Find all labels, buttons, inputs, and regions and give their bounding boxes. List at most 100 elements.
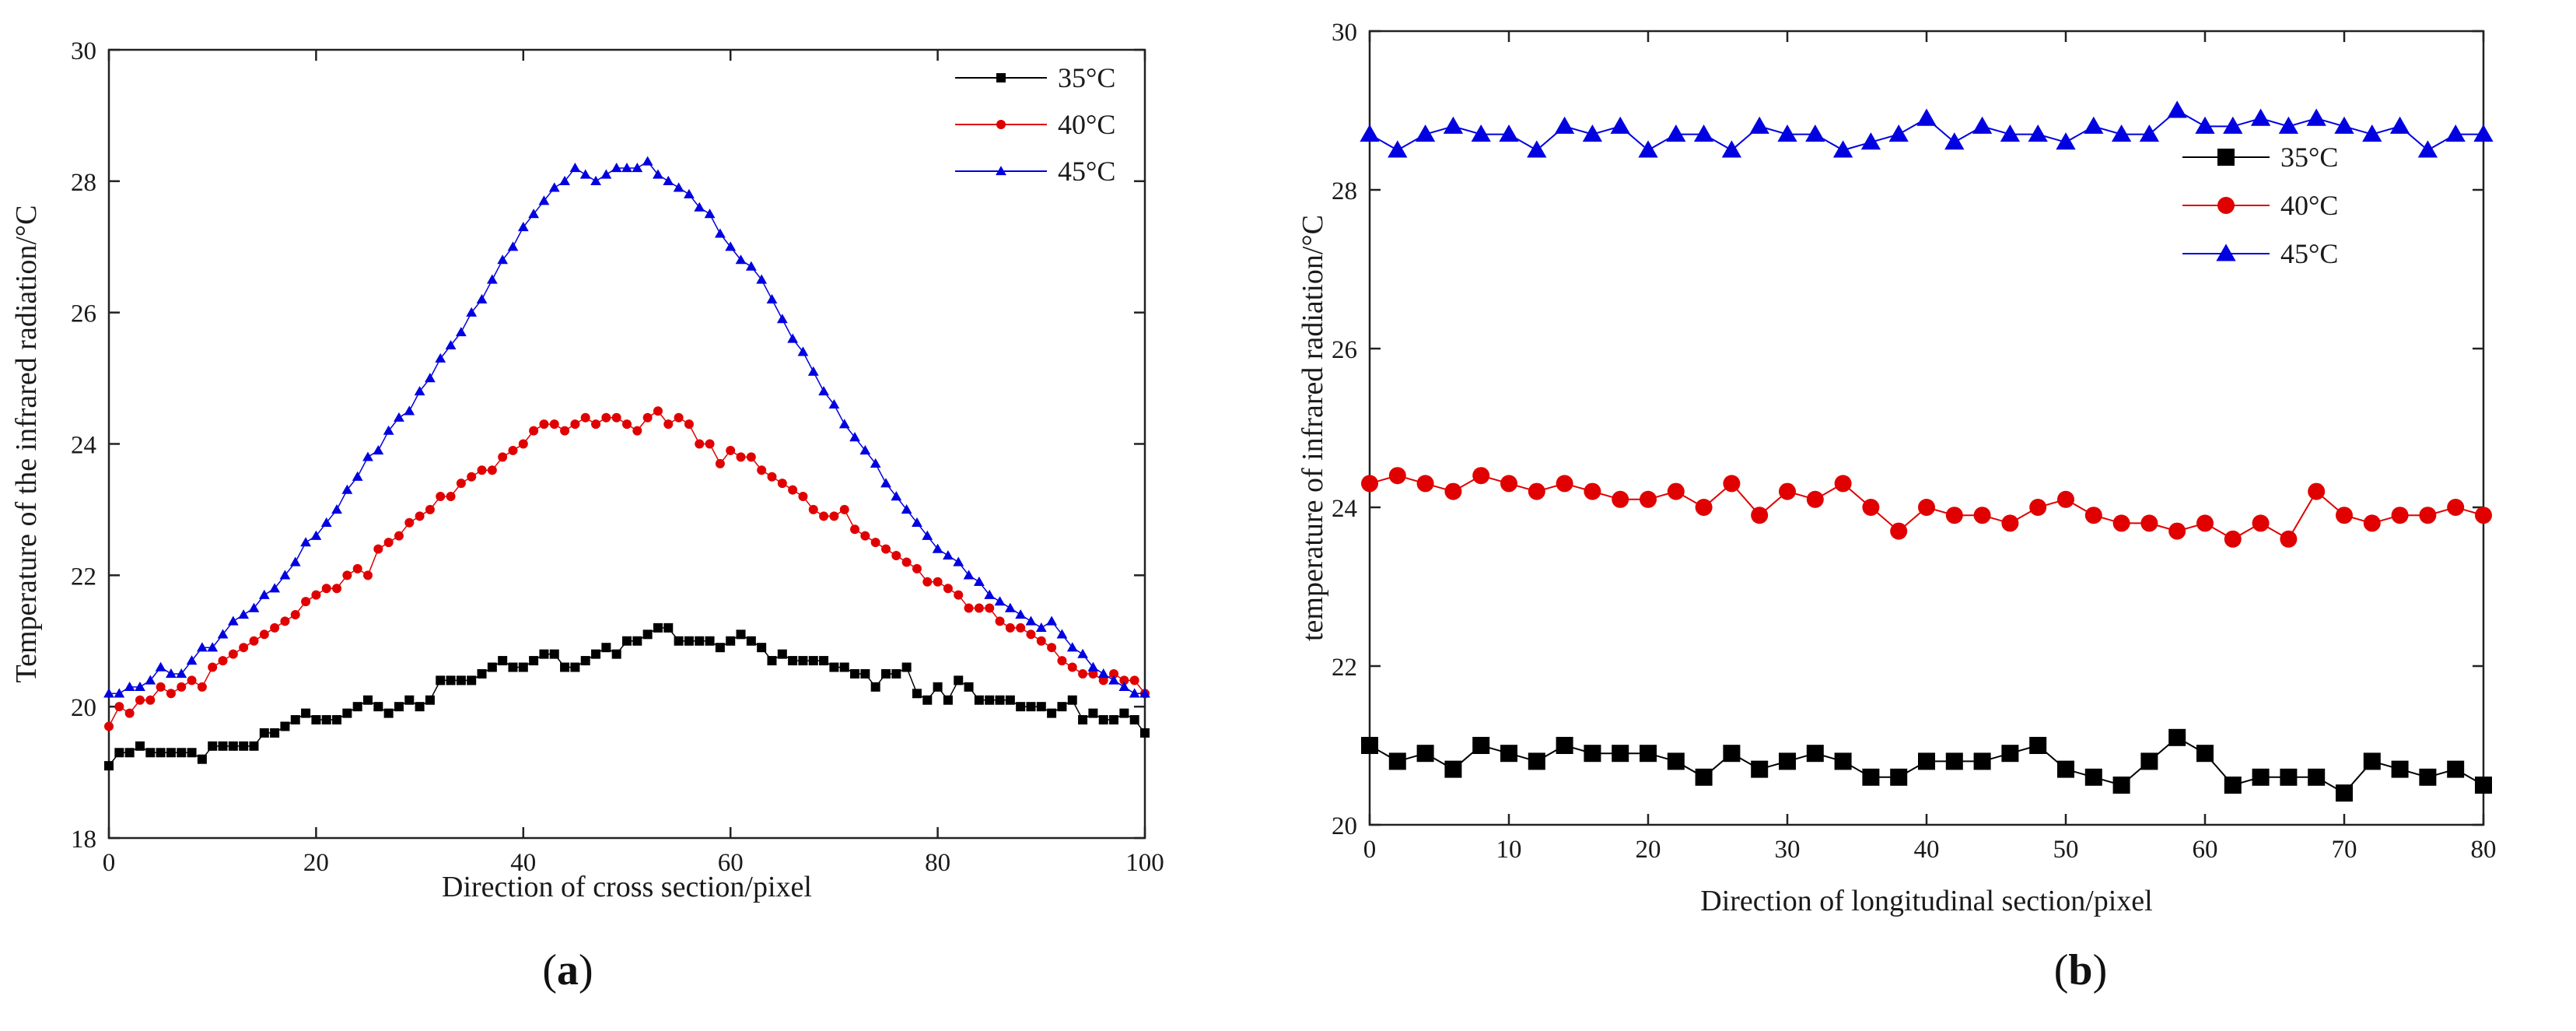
chart-a-series-1-point-10 [208, 662, 218, 672]
chart-a-series-1-point-23 [342, 570, 352, 580]
chart-b-series-1-point-38 [2419, 507, 2437, 524]
chart-a-series-2-point-14 [248, 602, 260, 612]
chart-a-series-1-point-12 [228, 649, 238, 659]
chart-a-series-2-point-27 [383, 425, 394, 435]
chart-b-series-0-point-34 [2308, 768, 2326, 786]
chart-a-series-0-point-23 [342, 708, 352, 718]
chart-a-series-2-point-6 [166, 668, 177, 679]
chart-a-series-2-point-31 [425, 373, 436, 383]
chart-a-series-0-point-60 [726, 636, 736, 646]
chart-b-xtick-label-5: 50 [2053, 836, 2079, 864]
chart-b-series-1-point-25 [2057, 490, 2074, 508]
chart-a-series-2-point-85 [984, 589, 996, 599]
chart-b-series-0-point-32 [2252, 768, 2270, 786]
chart-a-series-2-point-90 [1035, 622, 1047, 633]
chart-a-series-0-point-8 [187, 748, 197, 758]
chart-a-xtick-label-4: 80 [925, 849, 950, 877]
chart-b-series-0-point-36 [2363, 752, 2381, 770]
chart-a-series-1-point-95 [1088, 668, 1098, 679]
chart-a-xtick-label-0: 0 [103, 849, 116, 877]
chart-b-series-0-point-29 [2168, 728, 2186, 746]
chart-a-series-0-point-88 [1016, 702, 1026, 712]
chart-b-series-1-point-36 [2363, 514, 2381, 532]
chart-a-series-1-point-52 [642, 412, 653, 423]
chart-a-ytick-label-6: 30 [71, 37, 96, 65]
chart-a-series-1-point-58 [705, 439, 715, 449]
chart-b-series-0-point-10 [1640, 745, 1657, 763]
chart-a-series-2-point-81 [943, 550, 954, 560]
chart-a-series-2-point-74 [870, 458, 881, 468]
chart-a-series-0-point-5 [156, 748, 166, 758]
chart-a-series-2-point-48 [600, 169, 612, 179]
chart-a-series-1-point-93 [1067, 662, 1077, 672]
chart-a-series-0-point-47 [591, 649, 601, 659]
chart-a-series-2-point-24 [352, 471, 363, 481]
chart-b-series-2-point-40 [2473, 124, 2494, 142]
chart-a-series-0-point-52 [642, 629, 653, 640]
chart-b-series-1-point-33 [2280, 530, 2298, 548]
chart-a-series-0-point-50 [622, 636, 632, 646]
chart-a-series-1-point-4 [145, 695, 156, 705]
chart-a-series-0-point-14 [249, 741, 259, 751]
chart-a-series-1-point-84 [974, 603, 984, 613]
chart-a-series-1-point-87 [1005, 622, 1015, 633]
chart-a-series-1-point-76 [891, 551, 901, 561]
chart-b-series-0-point-37 [2391, 760, 2409, 778]
chart-b-series-2-point-24 [2028, 124, 2048, 142]
chart-b-series-0-point-22 [1973, 752, 1991, 770]
chart-b-series-2-point-30 [2195, 116, 2215, 134]
chart-b-series-0-point-20 [1918, 752, 1935, 770]
chart-a-series-2-point-75 [880, 478, 891, 488]
chart-b-series-0-point-7 [1556, 737, 1573, 754]
chart-a-series-2-point-99 [1129, 688, 1140, 698]
chart-a-series-1-point-72 [850, 524, 860, 535]
chart-a-series-2-point-46 [579, 169, 591, 179]
chart-a-series-0 [104, 622, 1150, 771]
chart-a-series-0-point-95 [1088, 708, 1098, 718]
chart-b-series-2-point-19 [1888, 124, 1909, 142]
chart-b-series-1-point-12 [1695, 499, 1713, 516]
chart-a-series-0-point-7 [177, 748, 187, 758]
chart-a-series-1-point-25 [363, 570, 373, 580]
chart-a-series-1-point-51 [632, 426, 642, 436]
chart-a-series-2-point-34 [455, 327, 467, 337]
chart-b-series-1-point-10 [1640, 490, 1657, 508]
chart-a-series-2-point-1 [114, 688, 125, 698]
caption-b: (b) [2053, 946, 2108, 994]
chart-a-series-1-point-80 [933, 577, 943, 587]
chart-a-series-1-point-0 [104, 721, 114, 731]
chart-a-series-2-point-0 [103, 688, 114, 698]
chart-b-series-0-point-21 [1945, 752, 1963, 770]
chart-a-series-1-point-42 [539, 419, 549, 430]
chart-b-series-2-point-37 [2389, 116, 2410, 134]
chart-a-series-2-point-55 [673, 182, 684, 192]
chart-a-series-0-point-90 [1036, 702, 1046, 712]
chart-b-series-0-point-0 [1361, 737, 1378, 754]
chart-a-series-1-point-1 [114, 702, 124, 712]
chart-a-series-0-point-2 [124, 748, 135, 758]
chart-a-series-0-point-51 [632, 636, 642, 646]
chart-b-series-2-point-4 [1471, 124, 1491, 142]
chart-a-series-1-point-30 [415, 511, 425, 521]
chart-a-series-2-point-22 [331, 504, 342, 514]
chart-b-ytick-label-0: 20 [1332, 812, 1357, 840]
chart-b-series-0-point-13 [1723, 745, 1741, 763]
chart-a-series-2-point-16 [269, 583, 281, 593]
chart-b-series-0-point-14 [1751, 760, 1769, 778]
chart-a-series-1-point-70 [829, 511, 839, 521]
chart-a-series-2-point-54 [663, 175, 674, 186]
caption-a-letter: a [557, 946, 579, 994]
chart-b-series-0-point-24 [2029, 737, 2047, 754]
chart-a-xtick-label-3: 60 [718, 849, 744, 877]
chart-a-series-2-point-36 [476, 293, 488, 303]
chart-b-series-1-point-26 [2084, 507, 2102, 524]
chart-a-series-1-point-85 [985, 603, 995, 613]
chart-b-series-1-point-22 [1973, 507, 1991, 524]
chart-a-series-1-point-31 [425, 504, 435, 514]
chart-b-series-1-point-27 [2112, 514, 2130, 532]
chart-a-series-2-point-87 [1004, 602, 1016, 612]
chart-a-series-0-point-68 [808, 656, 818, 666]
chart-b-series-2-point-11 [1666, 124, 1686, 142]
chart-a-series-0-point-76 [891, 668, 901, 679]
chart-a-series-0-point-12 [228, 741, 238, 751]
